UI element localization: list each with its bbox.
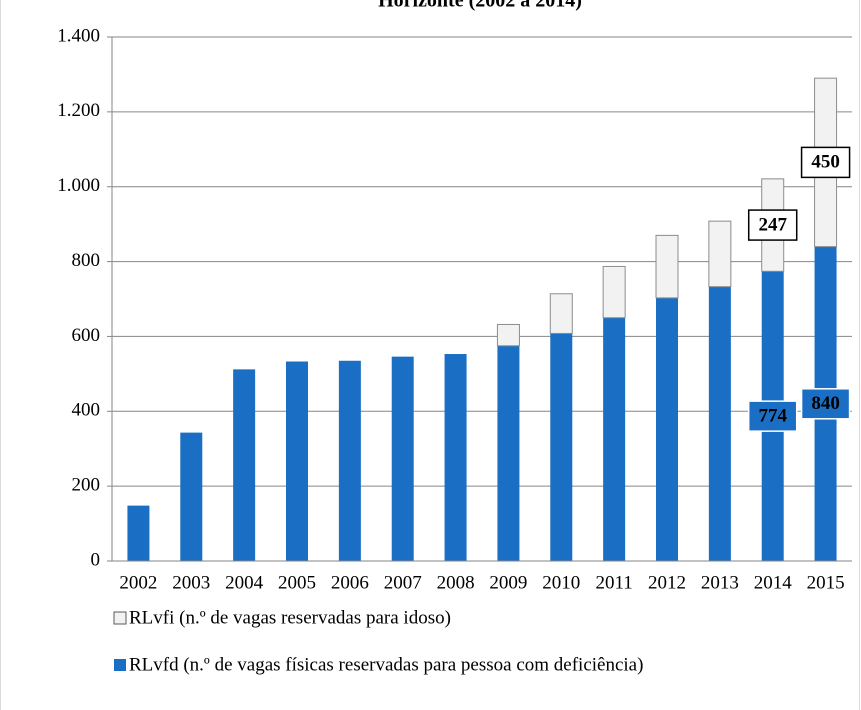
y-tick-label: 1.400 [57, 25, 100, 46]
bar-segment [655, 234, 679, 299]
x-tick-label: 2011 [595, 572, 632, 593]
y-tick-label: 400 [72, 400, 101, 421]
legend-label: RLvfi (n.º de vagas reservadas para idos… [129, 607, 451, 628]
bar-segment [656, 297, 678, 561]
x-tick-label: 2012 [648, 572, 686, 593]
x-tick-label: 2007 [384, 572, 422, 593]
x-tick-label: 2004 [225, 572, 264, 593]
bar-segment [497, 345, 520, 561]
data-label: 450 [811, 152, 840, 173]
chart-title: Horizonte (2002 a 2014) [378, 0, 582, 12]
x-tick-label: 2006 [331, 572, 369, 593]
data-label-box [747, 400, 798, 432]
y-tick-label: 800 [72, 250, 101, 271]
x-tick-label: 2008 [437, 572, 475, 593]
y-tick-label: 1.200 [57, 100, 100, 121]
data-label: 774 [758, 406, 787, 427]
x-tick-label: 2003 [172, 572, 210, 593]
x-tick-label: 2015 [807, 572, 845, 593]
y-tick-label: 600 [72, 325, 101, 346]
x-tick-label: 2014 [754, 572, 793, 593]
bar-segment [549, 293, 573, 334]
legend-swatch [114, 659, 126, 671]
bar-segment [127, 505, 150, 561]
bar-segment [496, 323, 520, 347]
bar-segment [180, 432, 203, 561]
y-tick-label: 0 [91, 549, 101, 570]
bar-segment [444, 354, 467, 561]
y-tick-label: 1.000 [57, 175, 100, 196]
data-label-box [800, 388, 851, 420]
bar-segment [708, 220, 732, 288]
x-tick-label: 2002 [119, 572, 157, 593]
bar-segment [603, 317, 626, 561]
bar-segment [233, 369, 256, 561]
bar-segment [286, 361, 308, 561]
x-tick-label: 2005 [278, 572, 316, 593]
bar-segment [708, 286, 731, 561]
y-tick-label: 200 [72, 475, 101, 496]
bar-segment [602, 265, 626, 319]
legend-label: RLvfd (n.º de vagas físicas reservadas p… [129, 654, 643, 675]
bar-segment [338, 360, 361, 561]
bar-segment [391, 356, 414, 561]
data-label: 247 [758, 214, 787, 235]
bar-segment [550, 333, 573, 561]
data-label-box [747, 209, 798, 241]
data-label: 840 [811, 393, 840, 414]
data-label-box [800, 146, 851, 179]
x-tick-label: 2010 [542, 572, 580, 593]
x-tick-label: 2009 [489, 572, 527, 593]
legend-swatch [113, 611, 127, 625]
x-tick-label: 2013 [701, 572, 739, 593]
